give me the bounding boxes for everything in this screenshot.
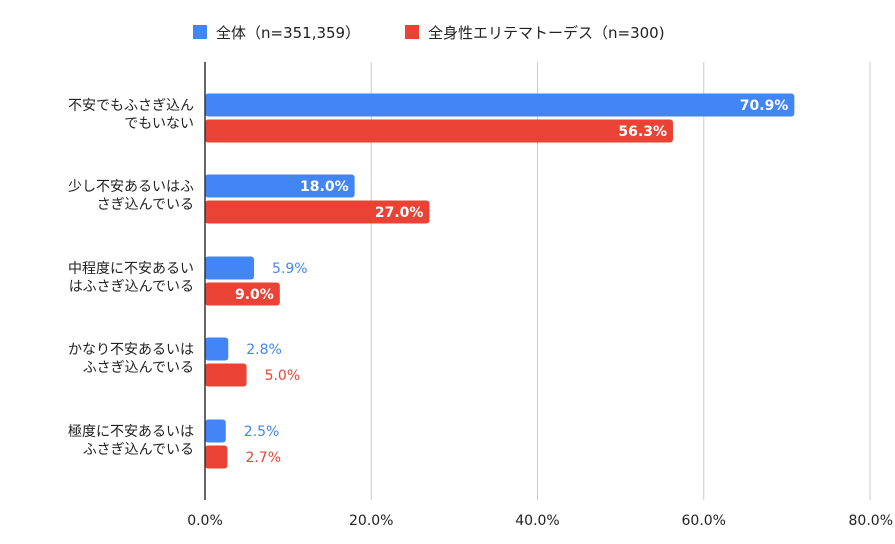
bar-s2-c1 — [205, 119, 673, 143]
x-tick-label-5: 80.0% — [849, 513, 893, 529]
category-label-2-line-1: 少し不安あるいはふ — [68, 179, 194, 195]
legend: 全体（n=351,359） 全身性エリテマトーデス（n=300) — [193, 24, 665, 42]
category-label-3-line-2: はふさぎ込んでいる — [69, 279, 194, 295]
bar-s2-c4 — [205, 363, 247, 387]
data-label-s1-c5: 2.5% — [244, 424, 280, 440]
bar-s1-c5 — [205, 419, 226, 443]
legend-label-2: 全身性エリテマトーデス（n=300) — [428, 24, 665, 42]
x-tick-label-1: 0.0% — [187, 513, 223, 529]
category-label-1-line-2: でもいない — [124, 116, 194, 132]
legend-swatch-2 — [405, 25, 419, 39]
category-label-1-line-1: 不安でもふさぎ込ん — [68, 98, 194, 114]
legend-label-1: 全体（n=351,359） — [216, 24, 360, 42]
data-label-s2-c4: 5.0% — [265, 368, 301, 384]
bar-s1-c1 — [205, 93, 795, 117]
x-axis-ticks: 0.0% 20.0% 40.0% 60.0% 80.0% — [187, 513, 893, 529]
bars: 70.9% 56.3% 18.0% 27.0% 5.9% 9.0% 2.8% 5.0% 2.5%… — [204, 62, 795, 500]
category-labels: 不安でもふさぎ込んでもいない少し不安あるいはふさぎ込んでいる中程度に不安あるいは… — [68, 98, 194, 458]
category-label-2-line-2: さぎ込んでいる — [97, 197, 194, 213]
bar-s1-c3 — [205, 256, 255, 280]
data-label-s2-c5: 2.7% — [245, 450, 281, 466]
bar-s2-c5 — [205, 445, 228, 469]
x-tick-label-4: 60.0% — [682, 513, 726, 529]
legend-swatch-1 — [193, 25, 207, 39]
x-tick-label-3: 40.0% — [515, 513, 559, 529]
category-label-5-line-2: ふさぎ込んでいる — [83, 442, 194, 458]
data-label-s2-c3: 9.0% — [235, 287, 274, 303]
data-label-s2-c2: 27.0% — [375, 205, 424, 221]
bar-s2-c2 — [205, 200, 430, 224]
bar-s1-c2 — [205, 174, 355, 198]
category-label-3-line-1: 中程度に不安あるい — [68, 261, 194, 277]
category-label-5-line-1: 極度に不安あるいは — [68, 424, 194, 440]
category-label-4-line-2: ふさぎ込んでいる — [83, 360, 194, 376]
data-label-s1-c3: 5.9% — [272, 261, 308, 277]
bar-s1-c4 — [205, 337, 229, 361]
data-label-s1-c2: 18.0% — [300, 179, 349, 195]
data-label-s1-c1: 70.9% — [740, 98, 789, 114]
data-label-s1-c4: 2.8% — [246, 342, 282, 358]
bar-s2-c3 — [205, 282, 280, 306]
category-label-4-line-1: かなり不安あるいは — [68, 342, 194, 358]
data-label-s2-c1: 56.3% — [618, 124, 667, 140]
x-tick-label-2: 20.0% — [349, 513, 393, 529]
